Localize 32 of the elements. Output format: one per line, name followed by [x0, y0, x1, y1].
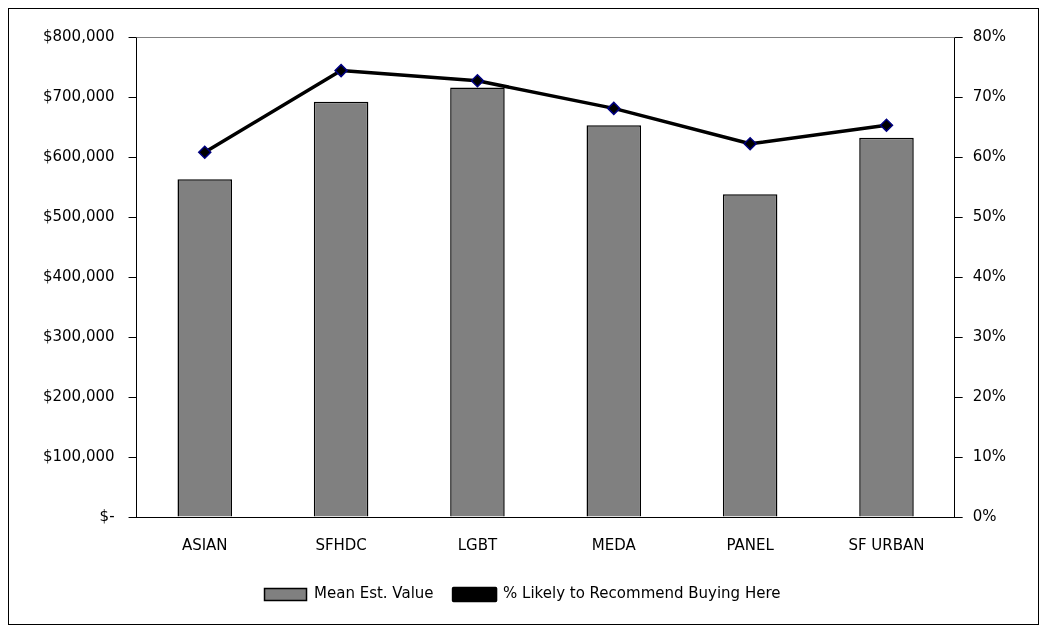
- x-tick-label: ASIAN: [181, 535, 228, 554]
- y2-tick-label: 10%: [972, 446, 1006, 465]
- point: [743, 137, 757, 151]
- legend-label: Mean Est. Value: [314, 584, 434, 603]
- y2-tick-label: 60%: [972, 146, 1006, 165]
- legend-label: % Likely to Recommend Buying Here: [503, 584, 781, 603]
- x-tick-label: SFHDC: [315, 535, 367, 554]
- point: [470, 74, 485, 88]
- y2-tick-label: 0%: [972, 506, 997, 525]
- x-tick-label: SF URBAN: [848, 535, 925, 554]
- point: [607, 101, 621, 116]
- y2-tick-label: 80%: [972, 26, 1006, 45]
- point: [198, 145, 212, 159]
- y-tick-label: $600,000: [42, 146, 115, 165]
- y-tick-label: $700,000: [42, 86, 115, 105]
- x-tick-label: MEDA: [591, 535, 637, 554]
- y-tick-label: $100,000: [42, 446, 115, 465]
- x-tick-label: LGBT: [457, 535, 498, 554]
- y-tick-label: $-: [99, 506, 115, 525]
- x-tick-label: PANEL: [726, 535, 775, 554]
- y2-tick-label: 70%: [972, 86, 1006, 105]
- point: [334, 63, 348, 78]
- y-tick-label: $300,000: [42, 326, 115, 345]
- y-tick-label: $800,000: [42, 26, 115, 45]
- y2-tick-label: 40%: [972, 266, 1006, 285]
- y-tick-label: $500,000: [42, 206, 115, 225]
- y2-tick-label: 30%: [972, 326, 1006, 345]
- y2-tick-label: 50%: [972, 206, 1006, 225]
- y-tick-label: $200,000: [42, 386, 115, 405]
- point: [879, 118, 894, 132]
- y-tick-label: $400,000: [42, 266, 115, 285]
- y2-tick-label: 20%: [972, 386, 1006, 405]
